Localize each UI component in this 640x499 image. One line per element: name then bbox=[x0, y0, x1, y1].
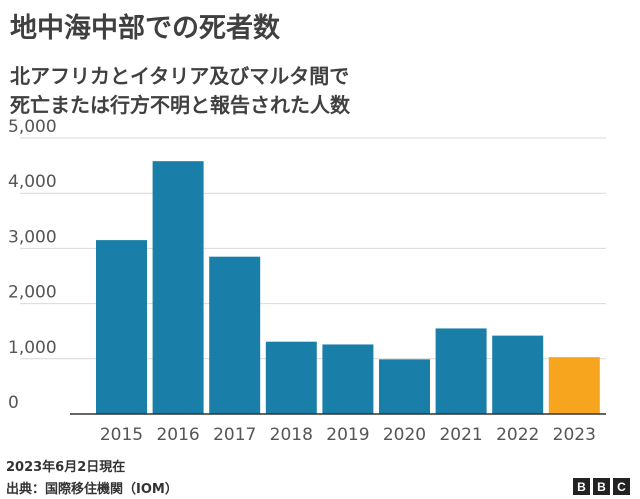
x-tick-label: 2017 bbox=[213, 425, 256, 445]
logo-letter: B bbox=[593, 478, 610, 495]
subtitle-line-1: 北アフリカとイタリア及びマルタ間で bbox=[10, 64, 350, 88]
bar bbox=[379, 359, 430, 414]
bar bbox=[435, 328, 487, 414]
chart-subtitle: 北アフリカとイタリア及びマルタ間で 死亡または行方不明と報告された人数 bbox=[10, 62, 350, 120]
x-tick-label: 2023 bbox=[553, 425, 596, 445]
y-tick-label: 4,000 bbox=[8, 172, 57, 192]
y-tick-label: 3,000 bbox=[8, 227, 57, 247]
x-tick-label: 2019 bbox=[326, 425, 369, 445]
logo-letter: B bbox=[573, 478, 590, 495]
bar bbox=[492, 335, 544, 414]
bar bbox=[96, 240, 147, 414]
subtitle-line-2: 死亡または行方不明と報告された人数 bbox=[10, 93, 350, 117]
y-tick-label: 0 bbox=[8, 393, 19, 413]
x-tick-label: 2021 bbox=[439, 425, 482, 445]
bar bbox=[322, 344, 374, 414]
logo-letter: C bbox=[613, 478, 630, 495]
bbc-logo: B B C bbox=[573, 478, 630, 495]
bar bbox=[548, 357, 600, 414]
y-tick-label: 2,000 bbox=[8, 283, 57, 303]
chart-title: 地中海中部での死者数 bbox=[10, 13, 280, 44]
source-note: 出典：国際移住機関（IOM） bbox=[6, 482, 178, 497]
x-tick-label: 2016 bbox=[156, 425, 199, 445]
x-tick-label: 2015 bbox=[100, 425, 143, 445]
y-tick-label: 5,000 bbox=[8, 117, 57, 137]
x-tick-label: 2022 bbox=[496, 425, 539, 445]
bar bbox=[209, 256, 261, 414]
y-tick-label: 1,000 bbox=[8, 338, 57, 358]
date-note: 2023年6月2日現在 bbox=[6, 460, 126, 475]
bar bbox=[152, 161, 204, 414]
x-tick-label: 2018 bbox=[270, 425, 313, 445]
x-tick-label: 2020 bbox=[383, 425, 426, 445]
bar bbox=[265, 341, 317, 414]
